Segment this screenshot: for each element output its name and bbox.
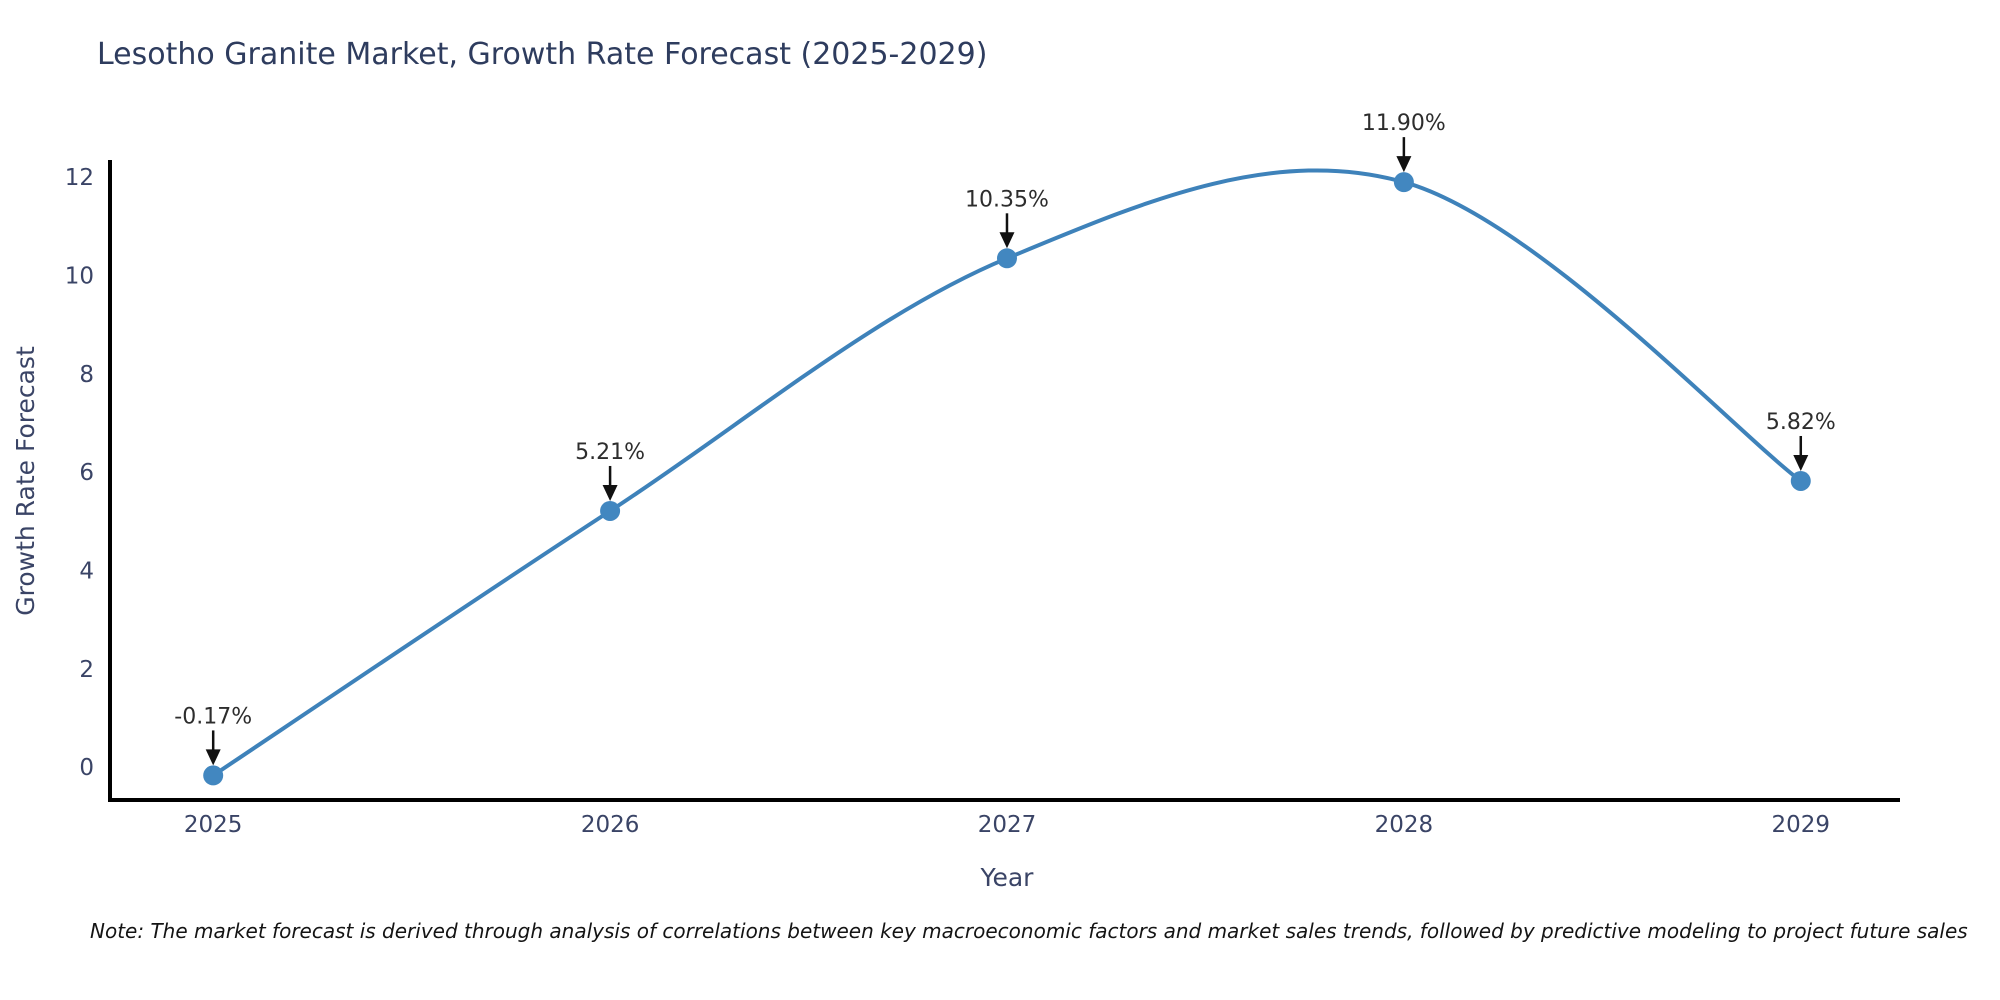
y-tick-label: 6 bbox=[79, 460, 94, 486]
data-point-label: -0.17% bbox=[174, 704, 252, 729]
data-point-marker bbox=[600, 500, 621, 521]
y-tick-label: 10 bbox=[65, 264, 94, 290]
plot-area: 0 2 4 6 8 10 12 2025 2026 2027 2028 2029 -0.17% 5.21%… bbox=[65, 111, 1900, 838]
annotation-arrowhead bbox=[1396, 156, 1412, 173]
annotation-arrowhead bbox=[1793, 454, 1809, 471]
data-point-marker bbox=[1393, 172, 1414, 193]
y-tick-label: 0 bbox=[79, 755, 94, 781]
data-point-label: 11.90% bbox=[1362, 111, 1446, 136]
annotation-arrowhead bbox=[602, 484, 618, 501]
annotation-arrowhead bbox=[205, 749, 221, 766]
chart-title: Lesotho Granite Market, Growth Rate Fore… bbox=[97, 37, 988, 72]
data-point-marker bbox=[996, 248, 1017, 269]
data-point-marker bbox=[1790, 470, 1811, 491]
y-tick-label: 12 bbox=[65, 165, 94, 191]
y-tick-label: 2 bbox=[79, 657, 94, 683]
data-point-label: 5.82% bbox=[1766, 410, 1836, 435]
y-tick-label: 4 bbox=[79, 558, 94, 584]
x-tick-label: 2027 bbox=[978, 812, 1037, 838]
x-axis-label: Year bbox=[980, 863, 1034, 892]
x-tick-label: 2029 bbox=[1772, 812, 1831, 838]
x-tick-label: 2028 bbox=[1375, 812, 1434, 838]
annotation-arrowhead bbox=[999, 232, 1015, 249]
y-tick-label: 8 bbox=[79, 362, 94, 388]
x-tick-label: 2026 bbox=[581, 812, 640, 838]
x-tick-label: 2025 bbox=[184, 812, 243, 838]
data-point-marker bbox=[203, 765, 224, 786]
data-point-label: 5.21% bbox=[575, 440, 645, 465]
data-point-label: 10.35% bbox=[965, 187, 1049, 212]
note-text: Note: The market forecast is derived thr… bbox=[90, 919, 1968, 943]
